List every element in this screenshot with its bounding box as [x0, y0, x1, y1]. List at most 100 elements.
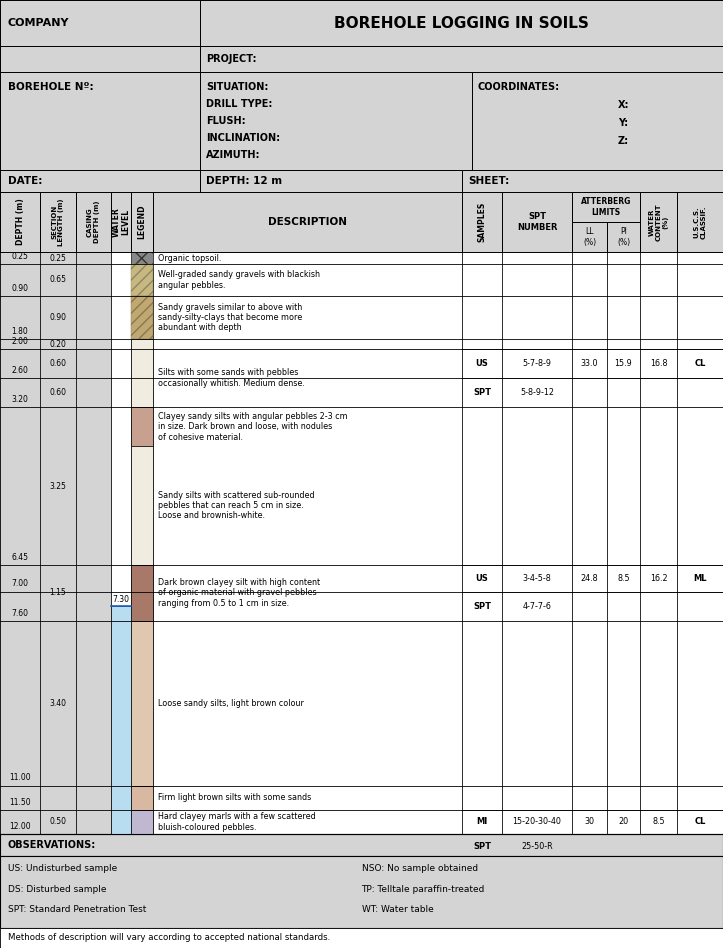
- Text: US: Undisturbed sample: US: Undisturbed sample: [8, 864, 117, 873]
- Text: DATE:: DATE:: [8, 176, 43, 186]
- Text: AZIMUTH:: AZIMUTH:: [206, 150, 260, 160]
- Text: CL: CL: [694, 359, 706, 368]
- Bar: [572, 252, 607, 834]
- Text: 0.60: 0.60: [49, 359, 67, 368]
- Text: 16.8: 16.8: [650, 359, 667, 368]
- Bar: [462, 252, 502, 834]
- Text: 11.50: 11.50: [9, 798, 31, 807]
- Text: BOREHOLE Nº:: BOREHOLE Nº:: [8, 82, 93, 92]
- Bar: [462, 192, 502, 252]
- Bar: [111, 192, 131, 252]
- Bar: [200, 170, 462, 192]
- Text: Z:: Z:: [617, 136, 629, 146]
- Bar: [131, 296, 153, 339]
- Bar: [0, 252, 40, 834]
- Text: US: US: [476, 574, 488, 583]
- Bar: [200, 46, 723, 72]
- Text: SPT: SPT: [473, 602, 491, 611]
- Bar: [572, 192, 640, 222]
- Bar: [111, 606, 131, 834]
- Text: 30: 30: [584, 817, 594, 827]
- Text: LL
(%): LL (%): [583, 228, 596, 246]
- Text: DESCRIPTION: DESCRIPTION: [268, 217, 347, 227]
- Text: CASING
DEPTH (m): CASING DEPTH (m): [87, 201, 100, 244]
- Text: INCLINATION:: INCLINATION:: [206, 133, 280, 143]
- Text: DEPTH: 12 m: DEPTH: 12 m: [206, 176, 282, 186]
- Text: X:: X:: [617, 100, 629, 110]
- Text: Dark brown clayey silt with high content
of organic material with gravel pebbles: Dark brown clayey silt with high content…: [158, 578, 320, 608]
- Text: SPT: Standard Penetration Test: SPT: Standard Penetration Test: [8, 905, 146, 914]
- Text: 12.00: 12.00: [9, 822, 31, 831]
- Text: Methods of description will vary according to accepted national standards.: Methods of description will vary accordi…: [8, 934, 330, 942]
- Bar: [200, 72, 472, 170]
- Bar: [200, 0, 723, 46]
- Bar: [131, 264, 153, 296]
- Text: MI: MI: [476, 817, 487, 827]
- Text: DS: Disturbed sample: DS: Disturbed sample: [8, 884, 106, 894]
- Bar: [0, 72, 200, 170]
- Text: 15.9: 15.9: [615, 359, 633, 368]
- Text: 0.25: 0.25: [50, 253, 67, 263]
- Text: 0.25: 0.25: [12, 252, 28, 261]
- Text: Y:: Y:: [617, 118, 628, 128]
- Bar: [0, 170, 200, 192]
- Text: 6.45: 6.45: [12, 553, 28, 562]
- Text: 15-20-30-40: 15-20-30-40: [513, 817, 562, 827]
- Bar: [131, 786, 153, 810]
- Text: WATER
LEVEL: WATER LEVEL: [111, 207, 131, 237]
- Text: 3.20: 3.20: [12, 395, 28, 404]
- Text: 3.25: 3.25: [50, 482, 67, 490]
- Text: SPT
NUMBER: SPT NUMBER: [517, 212, 557, 231]
- Bar: [131, 446, 153, 565]
- Text: 5-7-8-9: 5-7-8-9: [523, 359, 552, 368]
- Text: 3.40: 3.40: [49, 699, 67, 707]
- Text: 2.60: 2.60: [12, 366, 28, 375]
- Bar: [677, 192, 723, 252]
- Bar: [153, 252, 462, 834]
- Text: SPT: SPT: [473, 388, 491, 397]
- Bar: [0, 0, 200, 46]
- Text: COORDINATES:: COORDINATES:: [477, 82, 559, 92]
- Text: DEPTH (m): DEPTH (m): [15, 199, 25, 246]
- Bar: [0, 856, 723, 928]
- Text: 1.80: 1.80: [12, 327, 28, 337]
- Bar: [502, 252, 572, 834]
- Text: 3-4-5-8: 3-4-5-8: [523, 574, 552, 583]
- Bar: [0, 46, 200, 72]
- Text: BOREHOLE LOGGING IN SOILS: BOREHOLE LOGGING IN SOILS: [334, 15, 589, 30]
- Text: SHEET:: SHEET:: [468, 176, 509, 186]
- Text: ATTERBERG
LIMITS: ATTERBERG LIMITS: [581, 197, 631, 217]
- Text: SAMPLES: SAMPLES: [477, 202, 487, 242]
- Text: Hard clayey marls with a few scattered
bluish-coloured pebbles.: Hard clayey marls with a few scattered b…: [158, 812, 316, 831]
- Text: WT: Water table: WT: Water table: [362, 905, 433, 914]
- Text: Sandy silts with scattered sub-rounded
pebbles that can reach 5 cm in size.
Loos: Sandy silts with scattered sub-rounded p…: [158, 490, 315, 520]
- Text: Loose sandy silts, light brown colour: Loose sandy silts, light brown colour: [158, 699, 304, 707]
- Text: Organic topsoil.: Organic topsoil.: [158, 253, 221, 263]
- Bar: [0, 928, 723, 948]
- Bar: [131, 339, 153, 408]
- Text: Clayey sandy silts with angular pebbles 2-3 cm
in size. Dark brown and loose, wi: Clayey sandy silts with angular pebbles …: [158, 411, 348, 442]
- Bar: [131, 565, 153, 621]
- Bar: [131, 621, 153, 786]
- Text: 2.00: 2.00: [12, 337, 28, 346]
- Text: FLUSH:: FLUSH:: [206, 116, 246, 126]
- Bar: [153, 192, 462, 252]
- Text: 0.20: 0.20: [50, 339, 67, 349]
- Bar: [640, 192, 677, 252]
- Bar: [131, 408, 153, 446]
- Bar: [607, 222, 640, 252]
- Text: OBSERVATIONS:: OBSERVATIONS:: [8, 840, 96, 850]
- Text: Firm light brown silts with some sands: Firm light brown silts with some sands: [158, 793, 311, 802]
- Text: 0.65: 0.65: [49, 275, 67, 284]
- Text: 11.00: 11.00: [9, 774, 31, 782]
- Text: 8.5: 8.5: [652, 817, 665, 827]
- Bar: [131, 252, 153, 834]
- Text: NSO: No sample obtained: NSO: No sample obtained: [362, 864, 478, 873]
- Text: 5-8-9-12: 5-8-9-12: [520, 388, 554, 397]
- Bar: [111, 252, 131, 834]
- Text: 7.00: 7.00: [12, 579, 28, 589]
- Bar: [40, 252, 76, 834]
- Bar: [0, 0, 723, 834]
- Bar: [607, 252, 640, 834]
- Bar: [0, 192, 40, 252]
